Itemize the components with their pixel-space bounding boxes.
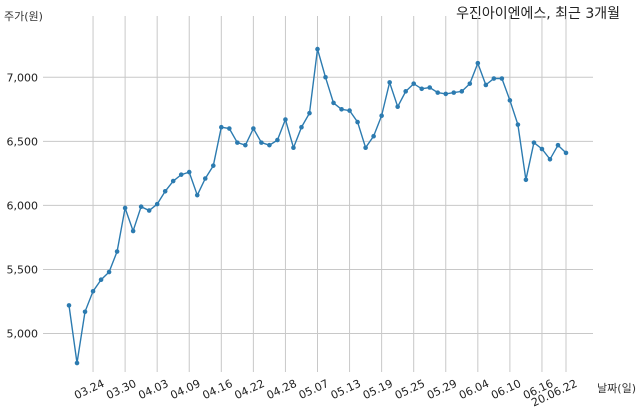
x-tick-label: 20.06.22 (529, 377, 579, 409)
data-point (427, 85, 433, 90)
y-tick-label: 6,000 (7, 199, 39, 212)
y-tick-label: 7,000 (7, 71, 39, 84)
data-point (475, 60, 481, 66)
data-point (82, 309, 88, 315)
data-point (90, 288, 96, 294)
price-series (66, 46, 569, 366)
data-point (243, 142, 248, 148)
data-point (259, 140, 264, 145)
x-tick-label: 05.29 (425, 377, 459, 402)
data-point (507, 98, 513, 103)
data-point (194, 192, 200, 198)
data-point (323, 74, 328, 80)
chart-title: 우진아이엔에스, 최근 3개월 (456, 6, 620, 22)
x-axis-label: 날짜(일) (597, 382, 636, 395)
data-point (227, 126, 232, 131)
data-point (379, 113, 384, 119)
x-tick-label: 04.28 (265, 377, 299, 402)
data-point (339, 106, 344, 112)
data-point (307, 110, 312, 116)
data-point (563, 150, 569, 156)
data-point (283, 117, 288, 122)
x-tick-labels: 03.2403.3004.0304.0904.1604.2204.2805.07… (72, 377, 579, 409)
x-tick-label: 05.07 (297, 377, 331, 402)
data-point (523, 177, 529, 183)
data-point (483, 82, 489, 88)
x-tick-label: 06.10 (489, 377, 523, 402)
data-point (547, 156, 553, 162)
data-point (138, 204, 144, 209)
data-point (499, 76, 505, 81)
data-point (435, 90, 441, 95)
data-point (74, 360, 80, 366)
data-point (315, 46, 320, 52)
x-tick-label: 03.30 (104, 377, 138, 402)
y-tick-label: 5,500 (7, 263, 39, 276)
data-point (387, 80, 392, 85)
data-point (443, 91, 449, 97)
data-point (275, 137, 280, 143)
data-point (106, 269, 112, 275)
x-tick-label: 05.25 (393, 377, 427, 402)
x-tick-label: 04.16 (201, 377, 235, 402)
data-point (299, 124, 304, 130)
data-point (210, 163, 216, 168)
data-point (146, 208, 152, 213)
data-point (331, 100, 336, 106)
data-point (491, 76, 497, 81)
x-tick-label: 05.19 (361, 377, 395, 402)
data-point (403, 89, 408, 94)
data-point (219, 124, 224, 130)
data-point (291, 145, 296, 151)
data-point (98, 277, 104, 283)
y-tick-label: 5,000 (7, 328, 39, 341)
data-point (371, 133, 376, 139)
data-point (162, 189, 168, 194)
data-point (251, 126, 256, 131)
data-point (202, 176, 208, 181)
grid-lines (43, 16, 593, 372)
y-tick-label: 6,500 (7, 135, 39, 148)
data-point (154, 201, 160, 207)
data-point (130, 228, 136, 234)
data-point (66, 303, 72, 308)
data-point (122, 205, 128, 211)
data-point (515, 122, 521, 127)
data-point (178, 172, 184, 177)
data-point (347, 108, 352, 113)
x-tick-label: 03.24 (72, 377, 106, 402)
data-point (555, 142, 561, 148)
data-point (539, 146, 545, 152)
data-point (267, 142, 272, 148)
data-point (459, 89, 465, 94)
x-tick-label: 04.22 (233, 377, 267, 402)
data-point (170, 178, 176, 184)
data-point (531, 140, 537, 145)
x-tick-label: 04.09 (168, 377, 202, 402)
data-point (395, 104, 400, 110)
data-point (411, 81, 416, 86)
data-point (451, 90, 457, 95)
y-tick-labels: 5,000 5,500 6,000 6,500 7,000 (7, 71, 39, 340)
x-tick-label: 06.04 (457, 377, 491, 402)
x-tick-label: 05.13 (329, 377, 363, 402)
data-point (114, 249, 120, 254)
data-point (186, 169, 192, 175)
y-axis-label: 주가(원) (4, 10, 43, 23)
x-tick-label: 04.03 (136, 377, 170, 402)
data-point (467, 81, 473, 86)
data-point (363, 145, 368, 151)
data-point (235, 140, 240, 145)
data-point (419, 86, 425, 92)
data-point (355, 119, 360, 125)
